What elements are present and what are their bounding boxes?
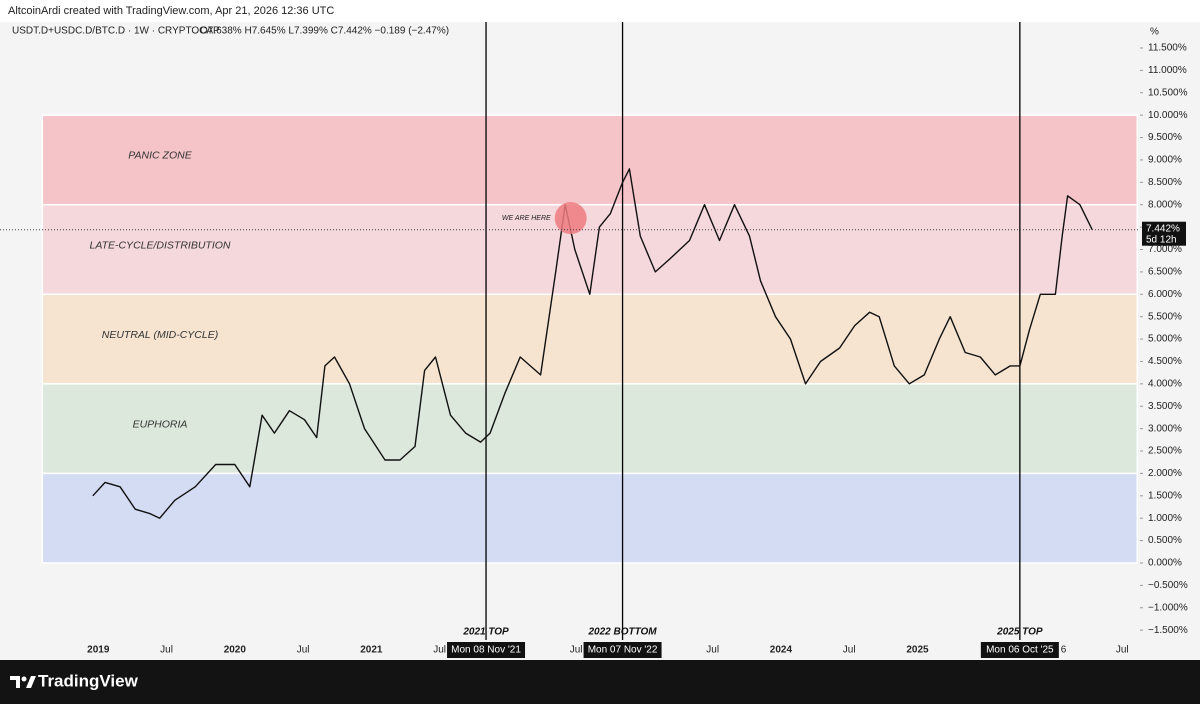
y-tick-label: 0.000% [1148, 558, 1182, 569]
y-tick-label: 0.500% [1148, 535, 1182, 546]
y-tick-label: 1.500% [1148, 490, 1182, 501]
header-bar [0, 0, 1200, 22]
y-tick-label: 3.000% [1148, 423, 1182, 434]
y-tick-label: 8.000% [1148, 199, 1182, 210]
header-text: AltcoinArdi created with TradingView.com… [8, 5, 334, 17]
zone-label: LATE-CYCLE/DISTRIBUTION [90, 239, 231, 251]
event-date: Mon 07 Nov '22 [588, 645, 658, 656]
y-unit: % [1150, 27, 1159, 38]
x-tick-label: Jul [1116, 645, 1129, 656]
y-tick-label: 11.500% [1148, 43, 1187, 54]
countdown: 5d 12h [1146, 234, 1177, 245]
y-tick-label: 6.500% [1148, 267, 1182, 278]
y-tick-label: 4.000% [1148, 378, 1182, 389]
zone-label: NEUTRAL (MID-CYCLE) [102, 329, 218, 341]
price-line [92, 168, 1093, 519]
logo-icon [10, 676, 20, 688]
logo-icon [26, 676, 36, 688]
x-tick-label: Jul [160, 645, 173, 656]
last-price-box [1142, 221, 1186, 246]
zone [41, 293, 1139, 385]
y-tick-label: 6.000% [1148, 289, 1182, 300]
chart-title: USDT.D+USDC.D/BTC.D · 1W · CRYPTOCAP [12, 26, 220, 37]
tradingview-logo [10, 676, 36, 688]
y-tick-label: 4.500% [1148, 356, 1182, 367]
y-tick-label: 7.000% [1148, 244, 1182, 255]
y-tick-label: 2.000% [1148, 468, 1182, 479]
y-tick-label: 2.500% [1148, 446, 1182, 457]
x-tick-label: 2021 [360, 645, 383, 656]
footer-bar [0, 660, 1200, 704]
x-tick-label: 2020 [224, 645, 247, 656]
marker-circle [554, 202, 587, 235]
event-date-box [980, 642, 1059, 658]
y-tick-label: 5.000% [1148, 334, 1182, 345]
event-label: 2025 TOP [996, 627, 1043, 638]
x-tick-label: Jul [433, 645, 446, 656]
y-tick-label: −1.000% [1148, 602, 1188, 613]
x-tick-label: 2019 [87, 645, 110, 656]
y-tick-label: 5.500% [1148, 311, 1182, 322]
event-date: Mon 06 Oct '25 [986, 645, 1054, 656]
event-date-box [447, 642, 526, 658]
zone [41, 114, 1139, 206]
zone-label: PANIC ZONE [128, 150, 192, 162]
y-tick-label: 9.000% [1148, 155, 1182, 166]
x-tick-label: 2025 [906, 645, 929, 656]
y-tick-label: 1.000% [1148, 513, 1182, 524]
y-tick-label: −1.500% [1148, 625, 1188, 636]
ohlc-text: O7.638% H7.645% L7.399% C7.442% −0.189 (… [200, 26, 449, 37]
event-date: Mon 08 Nov '21 [451, 645, 521, 656]
zone [41, 472, 1139, 564]
zone [41, 383, 1139, 475]
y-tick-label: 8.500% [1148, 177, 1182, 188]
event-date-box [583, 642, 662, 658]
x-tick-label: 2024 [770, 645, 793, 656]
y-tick-label: 3.500% [1148, 401, 1182, 412]
x-tick-label: Jul [297, 645, 310, 656]
zone [41, 203, 1139, 296]
last-price-label: 7.442% [1146, 223, 1180, 234]
zone-label: EUPHORIA [133, 418, 188, 430]
marker-label: WE ARE HERE [502, 215, 551, 222]
footer-brand: TradingView [38, 671, 139, 690]
y-tick-label: 10.000% [1148, 110, 1188, 121]
y-tick-label: 9.500% [1148, 132, 1182, 143]
y-tick-label: −0.500% [1148, 580, 1188, 591]
x-tick-label: Jul [570, 645, 583, 656]
y-tick-label: 10.500% [1148, 87, 1188, 98]
event-label: 2021 TOP [462, 627, 509, 638]
x-tick-label: 6 [1061, 645, 1067, 656]
x-tick-label: Jul [706, 645, 719, 656]
event-label: 2022 BOTTOM [587, 627, 657, 638]
logo-icon [21, 676, 27, 682]
y-tick-label: 11.000% [1148, 65, 1187, 76]
x-tick-label: Jul [843, 645, 856, 656]
